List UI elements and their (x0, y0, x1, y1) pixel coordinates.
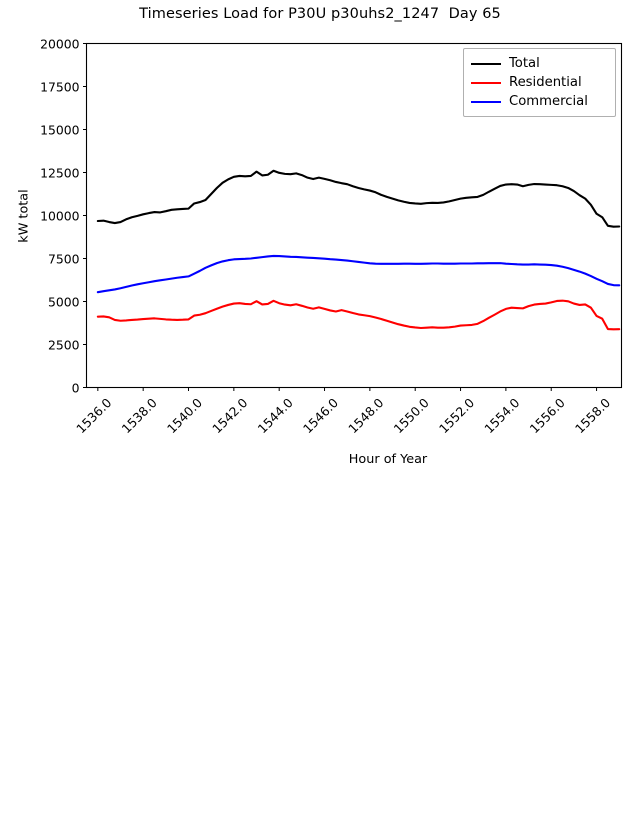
series-line-residential (98, 301, 619, 330)
y-tick-label: 0 (72, 380, 80, 395)
legend-swatch-total (471, 63, 501, 65)
legend-item-residential[interactable]: Residential (471, 73, 606, 92)
legend-label: Commercial (509, 95, 588, 108)
legend-item-total[interactable]: Total (471, 54, 606, 73)
y-tick-label: 7500 (48, 251, 80, 266)
y-tick-label: 17500 (40, 79, 79, 94)
legend-swatch-residential (471, 82, 501, 84)
chart-figure: Timeseries Load for P30U p30uhs2_1247 Da… (0, 0, 640, 480)
legend-item-commercial[interactable]: Commercial (471, 92, 606, 111)
y-tick-label: 15000 (40, 122, 79, 137)
y-tick-label: 20000 (40, 36, 79, 51)
legend-swatch-commercial (471, 101, 501, 103)
series-layer (98, 171, 619, 330)
legend-label: Residential (509, 76, 582, 89)
y-axis-label: kW total (17, 189, 32, 242)
y-tick-label: 12500 (40, 165, 79, 180)
x-axis-label: Hour of Year (0, 452, 640, 467)
legend-label: Total (509, 57, 540, 70)
y-tick-label: 5000 (48, 294, 80, 309)
series-line-commercial (98, 256, 619, 292)
legend: Total Residential Commercial (463, 48, 616, 117)
y-tick-label: 10000 (40, 208, 79, 223)
y-tick-label: 2500 (48, 337, 80, 352)
series-line-total (98, 171, 619, 227)
